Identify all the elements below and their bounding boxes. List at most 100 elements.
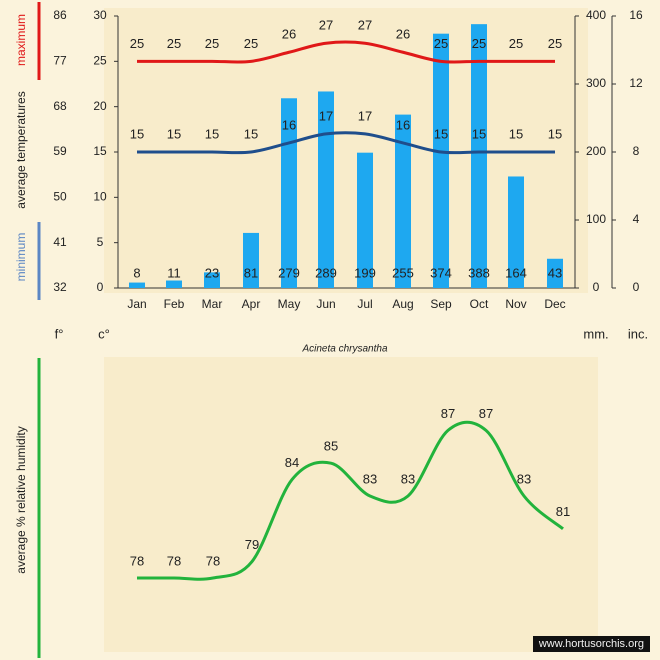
tick-label-c: 5: [97, 235, 104, 249]
humidity-label: 87: [441, 406, 455, 421]
rain-bar-aug: [395, 114, 411, 288]
max-temp-label: 27: [319, 18, 333, 33]
tick-label-f: 32: [53, 280, 67, 294]
tick-label-inch: 0: [633, 280, 640, 294]
tick-label-f: 41: [53, 235, 67, 249]
rain-label: 23: [205, 265, 219, 280]
tick-label-c: 10: [93, 190, 107, 204]
min-temp-label: 15: [167, 126, 181, 141]
unit-mm-label: mm.: [583, 326, 608, 341]
min-temp-label: 15: [244, 126, 258, 141]
max-temp-label: 25: [244, 36, 258, 51]
humidity-label: 79: [245, 537, 259, 552]
rain-bar-jun: [318, 91, 334, 288]
humidity-label: 78: [206, 553, 220, 568]
max-temp-label: 27: [358, 18, 372, 33]
humidity-label: 78: [130, 553, 144, 568]
max-temp-label: 25: [509, 36, 523, 51]
month-label: Aug: [392, 297, 413, 311]
rain-bar-mar: [204, 272, 220, 288]
rain-bar-feb: [166, 280, 182, 288]
rain-label: 164: [505, 265, 527, 280]
rain-bar-apr: [243, 232, 259, 288]
rain-bar-nov: [508, 176, 524, 288]
maximum-label: maximum: [14, 14, 28, 66]
month-label: Feb: [164, 297, 185, 311]
humidity-label: 81: [556, 504, 570, 519]
month-label: Dec: [544, 297, 565, 311]
max-temp-label: 26: [282, 27, 296, 42]
min-temp-label: 15: [548, 126, 562, 141]
tick-label-f: 50: [53, 190, 67, 204]
tick-label-c: 25: [93, 54, 107, 68]
tick-label-mm: 0: [593, 280, 600, 294]
month-label: Jul: [357, 297, 372, 311]
min-temp-label: 15: [509, 126, 523, 141]
humidity-label: 78: [167, 553, 181, 568]
rain-bar-jan: [129, 282, 145, 288]
rain-label: 374: [430, 265, 452, 280]
min-temp-label: 15: [434, 126, 448, 141]
month-label: Oct: [470, 297, 489, 311]
max-temp-label: 25: [472, 36, 486, 51]
watermark: www.hortusorchis.org: [532, 636, 650, 652]
rain-label: 199: [354, 265, 376, 280]
tick-label-c: 0: [97, 280, 104, 294]
max-temp-label: 26: [396, 27, 410, 42]
rain-label: 81: [244, 265, 258, 280]
tick-label-f: 59: [53, 144, 67, 158]
rain-label: 43: [548, 265, 562, 280]
tick-label-mm: 400: [586, 8, 606, 22]
min-temp-label: 17: [319, 108, 333, 123]
rain-label: 279: [278, 265, 300, 280]
min-temp-label: 15: [130, 126, 144, 141]
tick-label-f: 86: [53, 8, 67, 22]
rain-label: 289: [315, 265, 337, 280]
rain-bar-jul: [357, 152, 373, 288]
humidity-axis-label: average % relative humidity: [14, 426, 28, 573]
month-label: Nov: [505, 297, 526, 311]
month-label: Jun: [316, 297, 335, 311]
humidity-label: 83: [517, 471, 531, 486]
tick-label-f: 77: [53, 54, 67, 68]
tick-label-mm: 300: [586, 76, 606, 90]
min-temp-label: 17: [358, 108, 372, 123]
month-label: Mar: [202, 297, 223, 311]
humidity-line: [137, 420, 564, 581]
humidity-label: 85: [324, 439, 338, 454]
month-label: Jan: [127, 297, 146, 311]
max-temp-line: [136, 40, 556, 64]
max-temp-label: 25: [548, 36, 562, 51]
tick-label-inch: 8: [633, 144, 640, 158]
average-temperatures-label: average temperatures: [14, 91, 28, 208]
min-temp-label: 15: [472, 126, 486, 141]
tick-label-mm: 200: [586, 144, 606, 158]
rain-bar-dec: [547, 258, 563, 288]
rain-label: 11: [167, 265, 181, 280]
min-temp-label: 16: [396, 117, 410, 132]
humidity-label: 87: [479, 406, 493, 421]
month-label: Sep: [430, 297, 452, 311]
rain-label: 255: [392, 265, 414, 280]
rain-bar-oct: [471, 24, 487, 288]
humidity-panel: [104, 357, 598, 652]
max-temp-label: 25: [205, 36, 219, 51]
rain-label: 388: [468, 265, 490, 280]
min-temp-label: 15: [205, 126, 219, 141]
tick-label-mm: 100: [586, 212, 606, 226]
unit-c-label: c°: [98, 326, 110, 341]
tick-label-c: 20: [93, 99, 107, 113]
max-temp-label: 25: [434, 36, 448, 51]
month-label: Apr: [242, 297, 261, 311]
min-temp-line: [136, 131, 555, 155]
species-title: Acineta chrysantha: [301, 344, 387, 355]
month-label: May: [278, 297, 301, 311]
minimum-label: minimum: [14, 233, 28, 282]
tick-label-f: 68: [53, 99, 67, 113]
rain-label: 8: [133, 265, 140, 280]
max-temp-label: 25: [167, 36, 181, 51]
humidity-label: 84: [285, 455, 299, 470]
tick-label-inch: 16: [629, 8, 643, 22]
